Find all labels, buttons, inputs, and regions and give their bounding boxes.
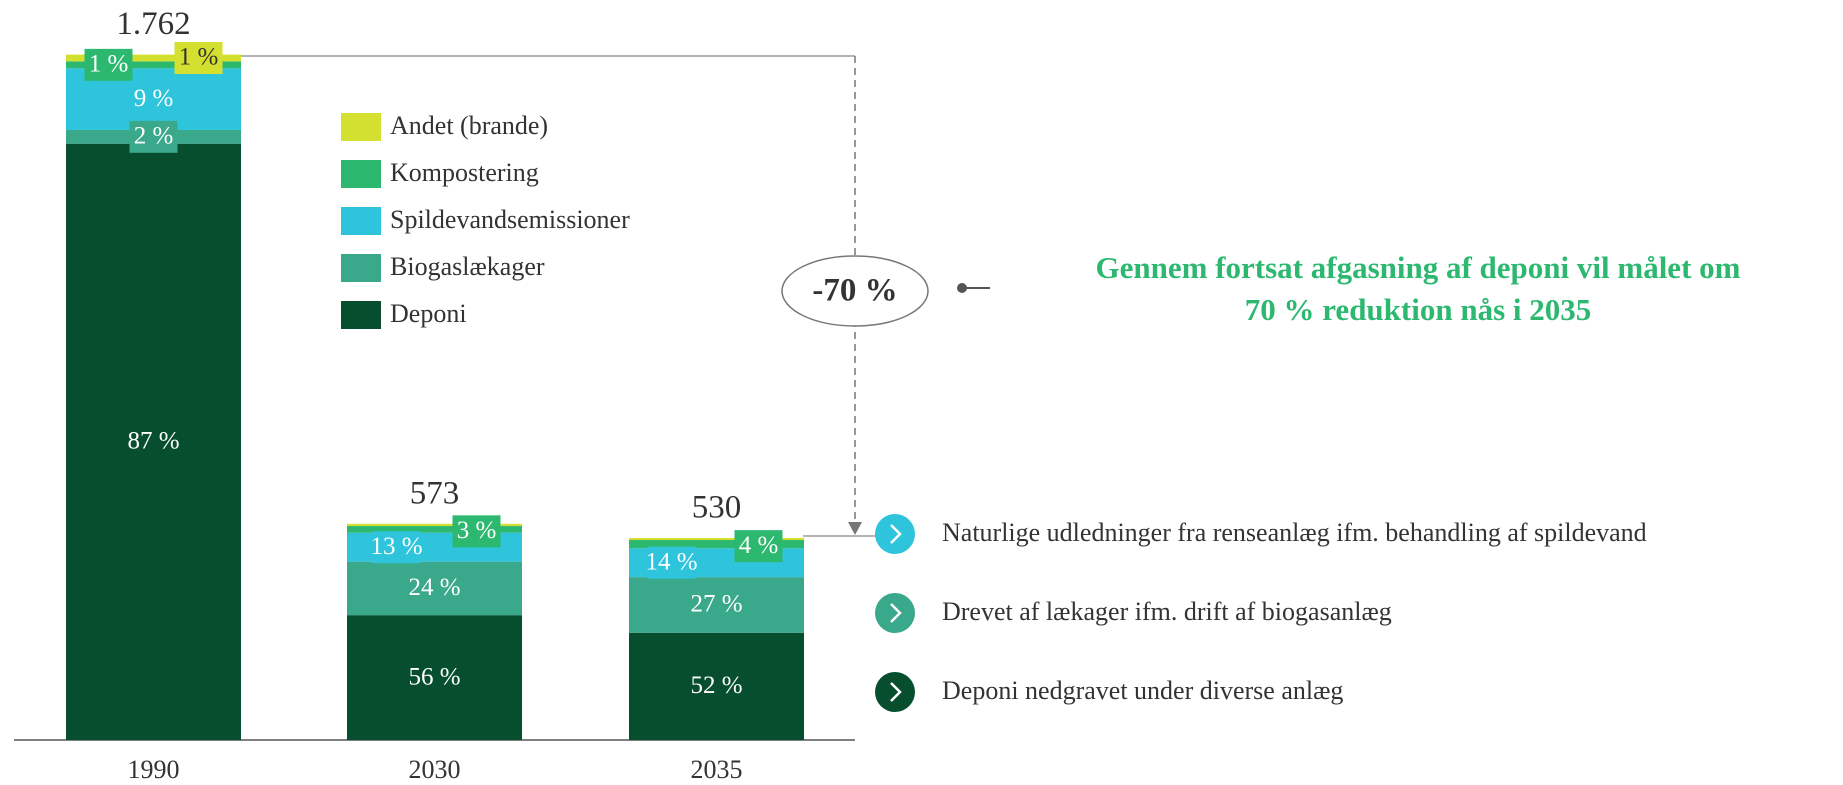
bar-segment — [629, 577, 804, 633]
note-text: Deponi nedgravet under diverse anlæg — [942, 676, 1343, 705]
bar-segment — [347, 526, 522, 533]
total-label: 1.762 — [116, 6, 190, 42]
data-label: 56 % — [408, 663, 460, 690]
bar-segment — [347, 523, 522, 527]
headline: Gennem fortsat afgasning af deponi vil m… — [1096, 250, 1741, 285]
note-chevron — [890, 682, 902, 702]
data-label: 2 % — [134, 123, 174, 150]
label-box — [452, 515, 501, 548]
data-label: 1 % — [179, 44, 219, 71]
note-chevron — [890, 603, 902, 623]
label-box — [129, 120, 178, 153]
bar-segment — [347, 615, 522, 740]
data-label: 14 % — [645, 548, 697, 575]
data-label: 27 % — [690, 591, 742, 618]
x-tick-label: 2030 — [409, 755, 461, 784]
change-label: -70 % — [812, 273, 897, 309]
data-label: 13 % — [370, 533, 422, 560]
legend-label: Kompostering — [390, 158, 539, 187]
data-label: 3 % — [457, 517, 497, 544]
note-text: Naturlige udledninger fra renseanlæg ifm… — [942, 518, 1647, 547]
bar-segment — [347, 561, 522, 616]
arrow-head — [848, 522, 862, 535]
change-ellipse — [781, 255, 929, 327]
note-icon — [875, 593, 915, 633]
label-box — [734, 530, 783, 563]
bar-segment — [66, 54, 241, 62]
bar-segment — [66, 143, 241, 740]
label-box — [372, 531, 421, 564]
legend-label: Deponi — [390, 299, 467, 328]
note-icon — [875, 514, 915, 554]
label-box — [647, 546, 696, 579]
x-tick-label: 2035 — [691, 755, 743, 784]
legend-swatch — [341, 301, 381, 329]
label-box — [174, 42, 223, 75]
legend-swatch — [341, 207, 381, 235]
data-label: 87 % — [127, 428, 179, 455]
legend-label: Biogaslækager — [390, 252, 545, 281]
bar-segment — [629, 537, 804, 541]
bar-segment — [629, 632, 804, 740]
headline: 70 % reduktion nås i 2035 — [1245, 292, 1592, 327]
note-text: Drevet af lækager ifm. drift af biogasan… — [942, 597, 1392, 626]
bar-segment — [629, 540, 804, 549]
legend-swatch — [341, 113, 381, 141]
data-label: 24 % — [408, 574, 460, 601]
total-label: 573 — [410, 475, 460, 511]
data-label: 52 % — [690, 672, 742, 699]
legend-swatch — [341, 254, 381, 282]
bar-segment — [66, 61, 241, 69]
legend-label: Spildevandsemissioner — [390, 205, 630, 234]
legend-swatch — [341, 160, 381, 188]
data-label: 1 % — [89, 51, 129, 78]
data-label: 9 % — [134, 85, 174, 112]
legend-label: Andet (brande) — [390, 111, 548, 140]
total-label: 530 — [692, 490, 742, 526]
data-label: 4 % — [739, 532, 779, 559]
note-chevron — [890, 524, 902, 544]
x-tick-label: 1990 — [128, 755, 180, 784]
note-icon — [875, 672, 915, 712]
label-box — [84, 48, 133, 81]
